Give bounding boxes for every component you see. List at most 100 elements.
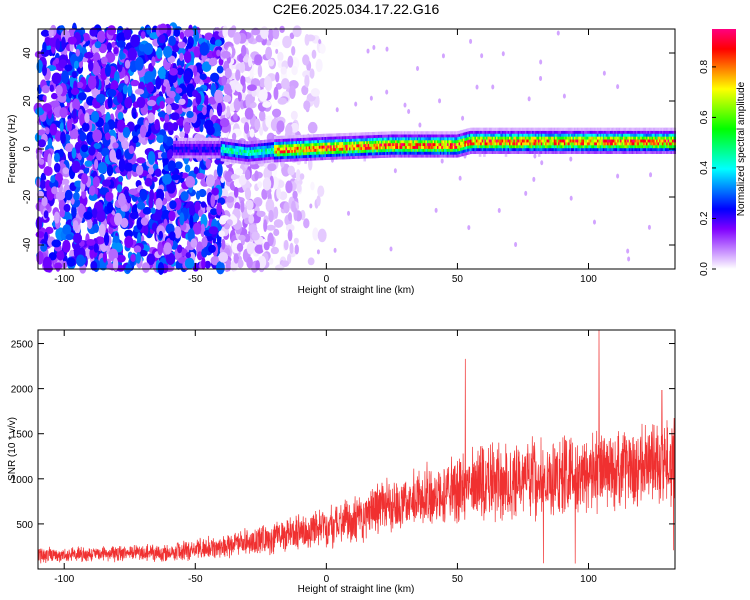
heatmap-ridge-cell	[436, 151, 440, 155]
heatmap-noise-cell	[221, 75, 227, 86]
heatmap-ridge-cell	[596, 130, 600, 134]
heatmap-ridge-cell	[575, 127, 578, 131]
heatmap-noise-cell	[36, 251, 44, 265]
heatmap-noise-cell	[438, 98, 442, 104]
heatmap-ridge-cell	[367, 143, 371, 147]
heatmap-noise-cell	[43, 165, 53, 176]
heatmap-ridge-cell	[390, 134, 394, 138]
heatmap-ridge-cell	[581, 133, 584, 137]
heatmap-ridge-cell	[274, 150, 277, 154]
heatmap-ridge-cell	[261, 142, 264, 147]
heatmap-ridge-cell	[374, 137, 378, 141]
heatmap-ridge-cell	[615, 133, 619, 137]
heatmap-ridge-cell	[186, 143, 189, 147]
heatmap-ridge-cell	[569, 145, 573, 149]
heatmap-noise-cell	[164, 113, 170, 124]
heatmap-ridge-cell	[232, 159, 235, 163]
heatmap-ridge-cell	[516, 142, 519, 146]
heatmap-noise-cell	[207, 244, 216, 253]
heatmap-noise-cell	[61, 70, 70, 84]
heatmap-ridge-cell	[487, 136, 491, 140]
heatmap-ridge-cell	[181, 149, 185, 153]
heatmap-ridge-cell	[545, 145, 548, 149]
heatmap-noise-cell	[616, 84, 620, 90]
heatmap-noise-cell	[189, 215, 194, 229]
heatmap-noise-cell	[96, 152, 103, 161]
heatmap-ridge-cell	[408, 154, 411, 158]
heatmap-ridge-cell	[196, 137, 199, 141]
heatmap-ridge-cell	[460, 144, 463, 148]
heatmap-ridge-cell	[288, 141, 292, 145]
heatmap-ridge-cell	[550, 139, 554, 143]
heatmap-ridge-cell	[372, 140, 375, 144]
heatmap-ridge-cell	[188, 149, 192, 153]
heatmap-ridge-cell	[340, 156, 343, 160]
heatmap-ridge-cell	[265, 154, 268, 158]
heatmap-noise-cell	[246, 242, 255, 255]
heatmap-ridge-cell	[279, 147, 283, 151]
heatmap-ridge-cell	[444, 145, 447, 149]
heatmap-noise-cell	[393, 168, 397, 174]
heatmap-noise-cell	[70, 87, 80, 96]
heatmap-ridge-cell	[411, 139, 414, 144]
heatmap-ridge-cell	[203, 155, 206, 159]
heatmap-ridge-cell	[383, 143, 387, 147]
heatmap-ridge-cell	[552, 145, 555, 149]
heatmap-noise-cell	[117, 119, 126, 133]
heatmap-ridge-cell	[278, 144, 281, 148]
heatmap-ridge-cell	[491, 133, 495, 137]
heatmap-ridge-cell	[436, 137, 440, 141]
heatmap-ridge-cell	[419, 131, 423, 135]
heatmap-ridge-cell	[419, 151, 423, 155]
heatmap-ridge-cell	[201, 143, 205, 147]
heatmap-noise-cell	[62, 167, 70, 175]
heatmap-ridge-cell	[265, 142, 268, 146]
heatmap-ridge-cell	[529, 133, 532, 137]
heatmap-ridge-cell	[268, 148, 271, 152]
heatmap-ridge-cell	[271, 156, 274, 160]
heatmap-noise-cell	[146, 253, 156, 266]
heatmap-noise-cell	[491, 84, 495, 90]
heatmap-noise-cell	[100, 147, 110, 157]
heatmap-ridge-cell	[566, 136, 570, 140]
heatmap-ridge-cell	[506, 139, 509, 143]
heatmap-ridge-cell	[232, 145, 235, 149]
heatmap-ridge-cell	[328, 153, 332, 157]
heatmap-ridge-cell	[498, 150, 502, 154]
heatmap-ridge-cell	[442, 154, 446, 158]
heatmap-ridge-cell	[402, 137, 405, 141]
heatmap-noise-cell	[124, 59, 131, 69]
heatmap-ridge-cell	[582, 142, 586, 146]
heatmap-ridge-cell	[582, 136, 586, 140]
heatmap-ridge-cell	[480, 145, 483, 149]
heatmap-ridge-cell	[513, 147, 516, 152]
heatmap-noise-cell	[208, 57, 218, 67]
heatmap-ridge-cell	[373, 149, 377, 153]
heatmap-noise-cell	[205, 174, 216, 188]
heatmap-noise-cell	[39, 179, 47, 189]
heatmap-ridge-cell	[190, 143, 194, 147]
heatmap-ridge-cell	[323, 156, 326, 161]
heatmap-ridge-cell	[441, 151, 444, 155]
heatmap-ridge-cell	[560, 145, 564, 149]
heatmap-ridge-cell	[186, 146, 189, 150]
heatmap-ridge-cell	[585, 127, 589, 131]
heatmap-ridge-cell	[585, 136, 589, 140]
heatmap-ridge-cell	[436, 134, 440, 138]
heatmap-ridge-cell	[625, 142, 629, 146]
heatmap-ridge-cell	[496, 133, 499, 137]
heatmap-ridge-cell	[447, 139, 450, 144]
heatmap-ridge-cell	[599, 147, 603, 152]
heatmap-ridge-cell	[481, 150, 485, 154]
heatmap-ridge-cell	[488, 142, 492, 146]
heatmap-noise-cell	[310, 88, 320, 97]
heatmap-ridge-cell	[542, 145, 545, 149]
heatmap-ridge-cell	[484, 133, 488, 137]
heatmap-ridge-cell	[507, 127, 511, 131]
heatmap-ridge-cell	[274, 147, 277, 151]
heatmap-noise-cell	[309, 68, 315, 79]
heatmap-ridge-cell	[594, 147, 597, 152]
heatmap-ridge-cell	[595, 139, 599, 143]
heatmap-noise-cell	[286, 253, 292, 264]
heatmap-ridge-cell	[363, 155, 367, 159]
